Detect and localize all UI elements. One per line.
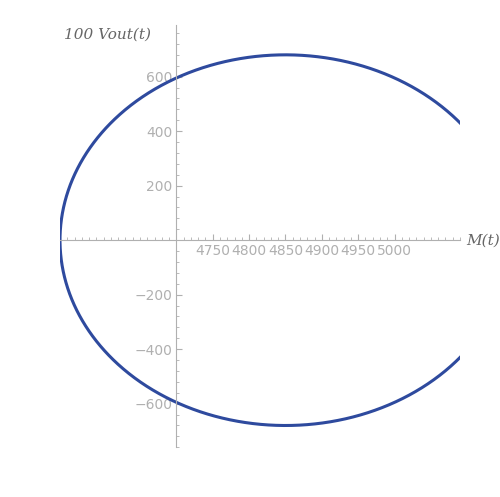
Text: 100 Vout(t): 100 Vout(t) xyxy=(64,27,150,42)
Text: M(t): M(t) xyxy=(466,233,500,247)
